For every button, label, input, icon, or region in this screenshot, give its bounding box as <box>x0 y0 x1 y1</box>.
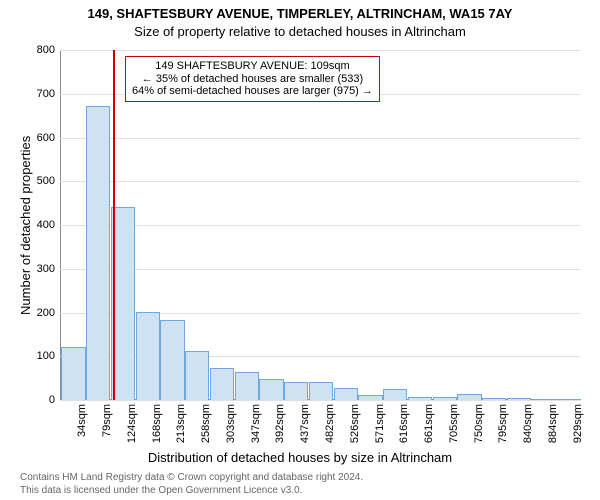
bar <box>358 395 382 400</box>
x-tick: 303sqm <box>225 404 237 443</box>
bar <box>457 394 481 400</box>
x-tick: 168sqm <box>151 404 163 443</box>
annotation-box: 149 SHAFTESBURY AVENUE: 109sqm← 35% of d… <box>125 56 380 102</box>
bar <box>160 320 184 400</box>
bar <box>210 368 234 400</box>
bar <box>334 388 358 400</box>
plot-area: 010020030040050060070080034sqm79sqm124sq… <box>60 50 580 400</box>
x-axis-label: Distribution of detached houses by size … <box>0 450 600 465</box>
x-tick: 795sqm <box>497 404 509 443</box>
bar <box>309 382 333 400</box>
bar <box>136 312 160 401</box>
x-tick: 34sqm <box>76 404 88 437</box>
x-tick: 437sqm <box>299 404 311 443</box>
chart-container: 149, SHAFTESBURY AVENUE, TIMPERLEY, ALTR… <box>0 0 600 500</box>
x-tick: 705sqm <box>448 404 460 443</box>
footer-copyright: Contains HM Land Registry data © Crown c… <box>20 472 363 483</box>
gridline <box>60 225 580 226</box>
x-tick: 571sqm <box>374 404 386 443</box>
x-tick: 750sqm <box>473 404 485 443</box>
y-tick: 800 <box>37 44 60 56</box>
annotation-line: ← 35% of detached houses are smaller (53… <box>132 73 373 86</box>
bar <box>284 382 308 401</box>
y-tick: 100 <box>37 350 60 362</box>
bar <box>482 398 506 400</box>
bar <box>61 347 85 401</box>
bar <box>433 397 457 400</box>
bar <box>185 351 209 400</box>
x-tick: 929sqm <box>572 404 584 443</box>
y-tick: 400 <box>37 219 60 231</box>
chart-subtitle: Size of property relative to detached ho… <box>0 24 600 39</box>
bar <box>408 397 432 400</box>
bar <box>383 389 407 400</box>
x-tick: 347sqm <box>250 404 262 443</box>
gridline <box>60 400 580 401</box>
x-tick: 392sqm <box>274 404 286 443</box>
y-tick: 300 <box>37 263 60 275</box>
gridline <box>60 269 580 270</box>
x-tick: 124sqm <box>126 404 138 443</box>
gridline <box>60 181 580 182</box>
x-tick: 482sqm <box>324 404 336 443</box>
footer-license: This data is licensed under the Open Gov… <box>20 485 302 496</box>
bar <box>86 106 110 400</box>
y-tick: 700 <box>37 88 60 100</box>
x-tick: 79sqm <box>101 404 113 437</box>
x-tick: 258sqm <box>200 404 212 443</box>
marker-line <box>113 50 115 400</box>
bar <box>556 399 580 400</box>
x-tick: 213sqm <box>175 404 187 443</box>
y-tick: 500 <box>37 175 60 187</box>
x-tick: 884sqm <box>547 404 559 443</box>
bar <box>259 379 283 400</box>
y-axis-label: Number of detached properties <box>18 136 33 315</box>
chart-title: 149, SHAFTESBURY AVENUE, TIMPERLEY, ALTR… <box>0 6 600 21</box>
y-tick: 0 <box>49 394 60 406</box>
x-tick: 840sqm <box>522 404 534 443</box>
bar <box>507 398 531 400</box>
bar <box>235 372 259 400</box>
gridline <box>60 138 580 139</box>
bar <box>532 399 556 400</box>
gridline <box>60 50 580 51</box>
y-tick: 200 <box>37 307 60 319</box>
annotation-line: 64% of semi-detached houses are larger (… <box>132 85 373 98</box>
annotation-line: 149 SHAFTESBURY AVENUE: 109sqm <box>132 60 373 73</box>
x-tick: 661sqm <box>423 404 435 443</box>
x-tick: 526sqm <box>349 404 361 443</box>
y-tick: 600 <box>37 132 60 144</box>
x-tick: 616sqm <box>398 404 410 443</box>
